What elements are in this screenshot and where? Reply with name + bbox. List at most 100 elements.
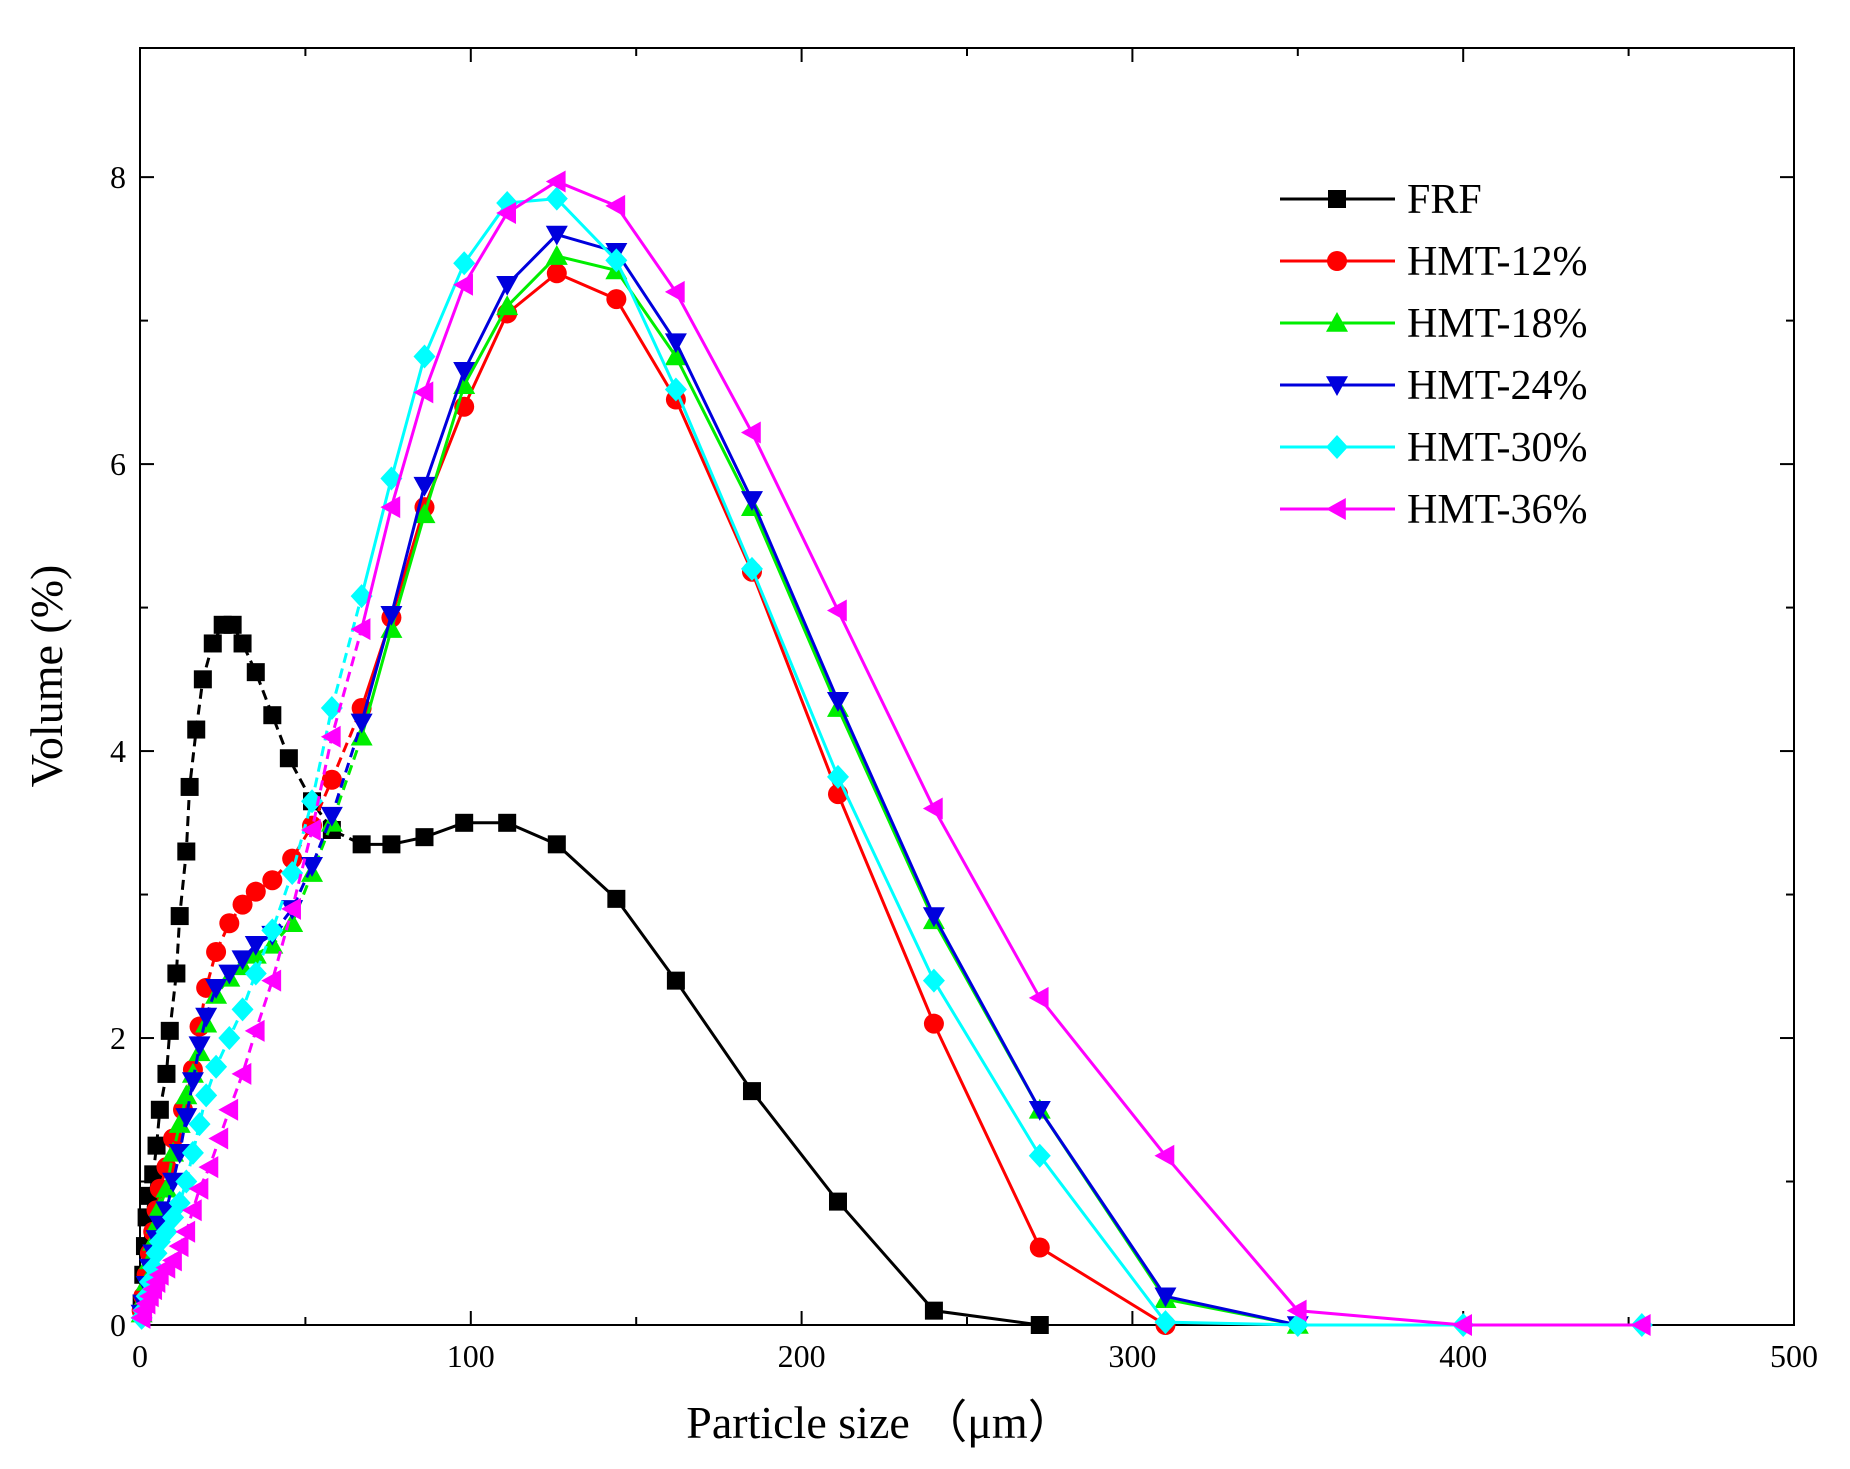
data-point [826, 599, 847, 622]
data-point [175, 1084, 198, 1105]
data-point [413, 503, 436, 524]
series-line [360, 232, 1299, 1327]
series-layer [130, 170, 1653, 1337]
data-point [157, 1064, 176, 1083]
legend-item: HMT-18% [1280, 301, 1587, 347]
data-point [496, 275, 519, 296]
data-point [205, 1054, 228, 1079]
legend-marker [1328, 190, 1346, 208]
y-tick-label: 4 [110, 733, 126, 769]
x-tick-label: 400 [1439, 1338, 1487, 1374]
data-point [1154, 1310, 1177, 1335]
data-point [545, 225, 568, 246]
data-point [175, 1108, 198, 1128]
data-point [208, 1127, 229, 1150]
legend-item: FRF [1280, 177, 1482, 223]
series-line [360, 271, 1167, 1327]
data-point [320, 696, 343, 721]
data-point [453, 362, 476, 382]
legend-label: HMT-18% [1407, 301, 1587, 347]
data-point [352, 835, 371, 854]
data-point [545, 170, 566, 193]
data-point [1029, 1237, 1050, 1258]
data-point [244, 961, 267, 986]
series-hmt-12- [131, 263, 1176, 1335]
data-point [181, 1072, 204, 1093]
data-point [281, 897, 301, 920]
data-point [545, 245, 568, 265]
data-point [605, 194, 626, 217]
y-axis-ticks: 0 2 4 6 8 [110, 159, 1794, 1343]
legend-label: HMT-36% [1407, 487, 1587, 533]
data-point [168, 1113, 191, 1133]
data-point [188, 1036, 211, 1057]
data-point [177, 842, 196, 861]
data-point [320, 725, 341, 748]
data-point [453, 273, 473, 296]
data-point [664, 333, 687, 354]
data-point [382, 835, 401, 854]
y-tick-label: 0 [110, 1307, 126, 1343]
data-point [922, 907, 945, 928]
data-point [246, 663, 265, 682]
data-point [233, 634, 252, 653]
data-point [301, 818, 321, 841]
data-point [413, 344, 436, 369]
data-point [413, 381, 434, 404]
data-point [922, 797, 943, 820]
data-point [664, 345, 687, 366]
legend-item: HMT-24% [1280, 363, 1587, 409]
data-point [828, 1192, 847, 1211]
data-point [301, 857, 324, 877]
x-axis-ticks: 0 100 200 300 400 500 [132, 48, 1818, 1374]
data-point [195, 1083, 218, 1108]
data-point [232, 894, 253, 915]
data-point [413, 476, 436, 497]
data-point [282, 848, 303, 869]
data-point [924, 1301, 943, 1320]
data-point [195, 1007, 218, 1028]
y-tick-label: 6 [110, 446, 126, 482]
data-point [380, 605, 403, 626]
legend-marker [1326, 312, 1348, 332]
data-point [218, 1098, 239, 1121]
data-point [150, 1100, 169, 1119]
series-hmt-24- [130, 225, 1309, 1336]
legend-marker [1326, 435, 1348, 459]
data-point [188, 1177, 209, 1200]
data-point [218, 964, 241, 985]
data-point [244, 935, 267, 956]
data-point [147, 1136, 166, 1155]
data-point [498, 813, 517, 832]
legend-label: HMT-30% [1407, 425, 1587, 471]
legend-label: HMT-24% [1407, 363, 1587, 409]
data-point [231, 1062, 252, 1085]
data-point [922, 968, 945, 993]
data-point [206, 941, 227, 962]
x-tick-label: 300 [1108, 1338, 1156, 1374]
data-point [231, 997, 254, 1022]
data-point [1030, 1316, 1049, 1334]
series-hmt-36- [130, 170, 1651, 1336]
data-point [1028, 1143, 1051, 1168]
legend-label: FRF [1407, 177, 1482, 223]
data-point [162, 1249, 182, 1272]
data-point [1028, 1100, 1051, 1121]
data-point [281, 861, 304, 886]
data-point [245, 881, 266, 902]
x-tick-label: 0 [132, 1338, 148, 1374]
data-point [320, 806, 343, 827]
data-point [188, 1112, 211, 1137]
data-point [453, 251, 476, 276]
data-point [187, 720, 206, 739]
data-point [231, 950, 254, 971]
data-point [244, 1019, 265, 1042]
data-point [156, 1157, 177, 1178]
data-point [168, 1235, 189, 1258]
data-point [218, 1026, 241, 1051]
data-point [380, 496, 401, 519]
data-point [664, 280, 685, 303]
y-axis-title: Volume (%) [21, 565, 72, 788]
data-point [826, 764, 849, 789]
